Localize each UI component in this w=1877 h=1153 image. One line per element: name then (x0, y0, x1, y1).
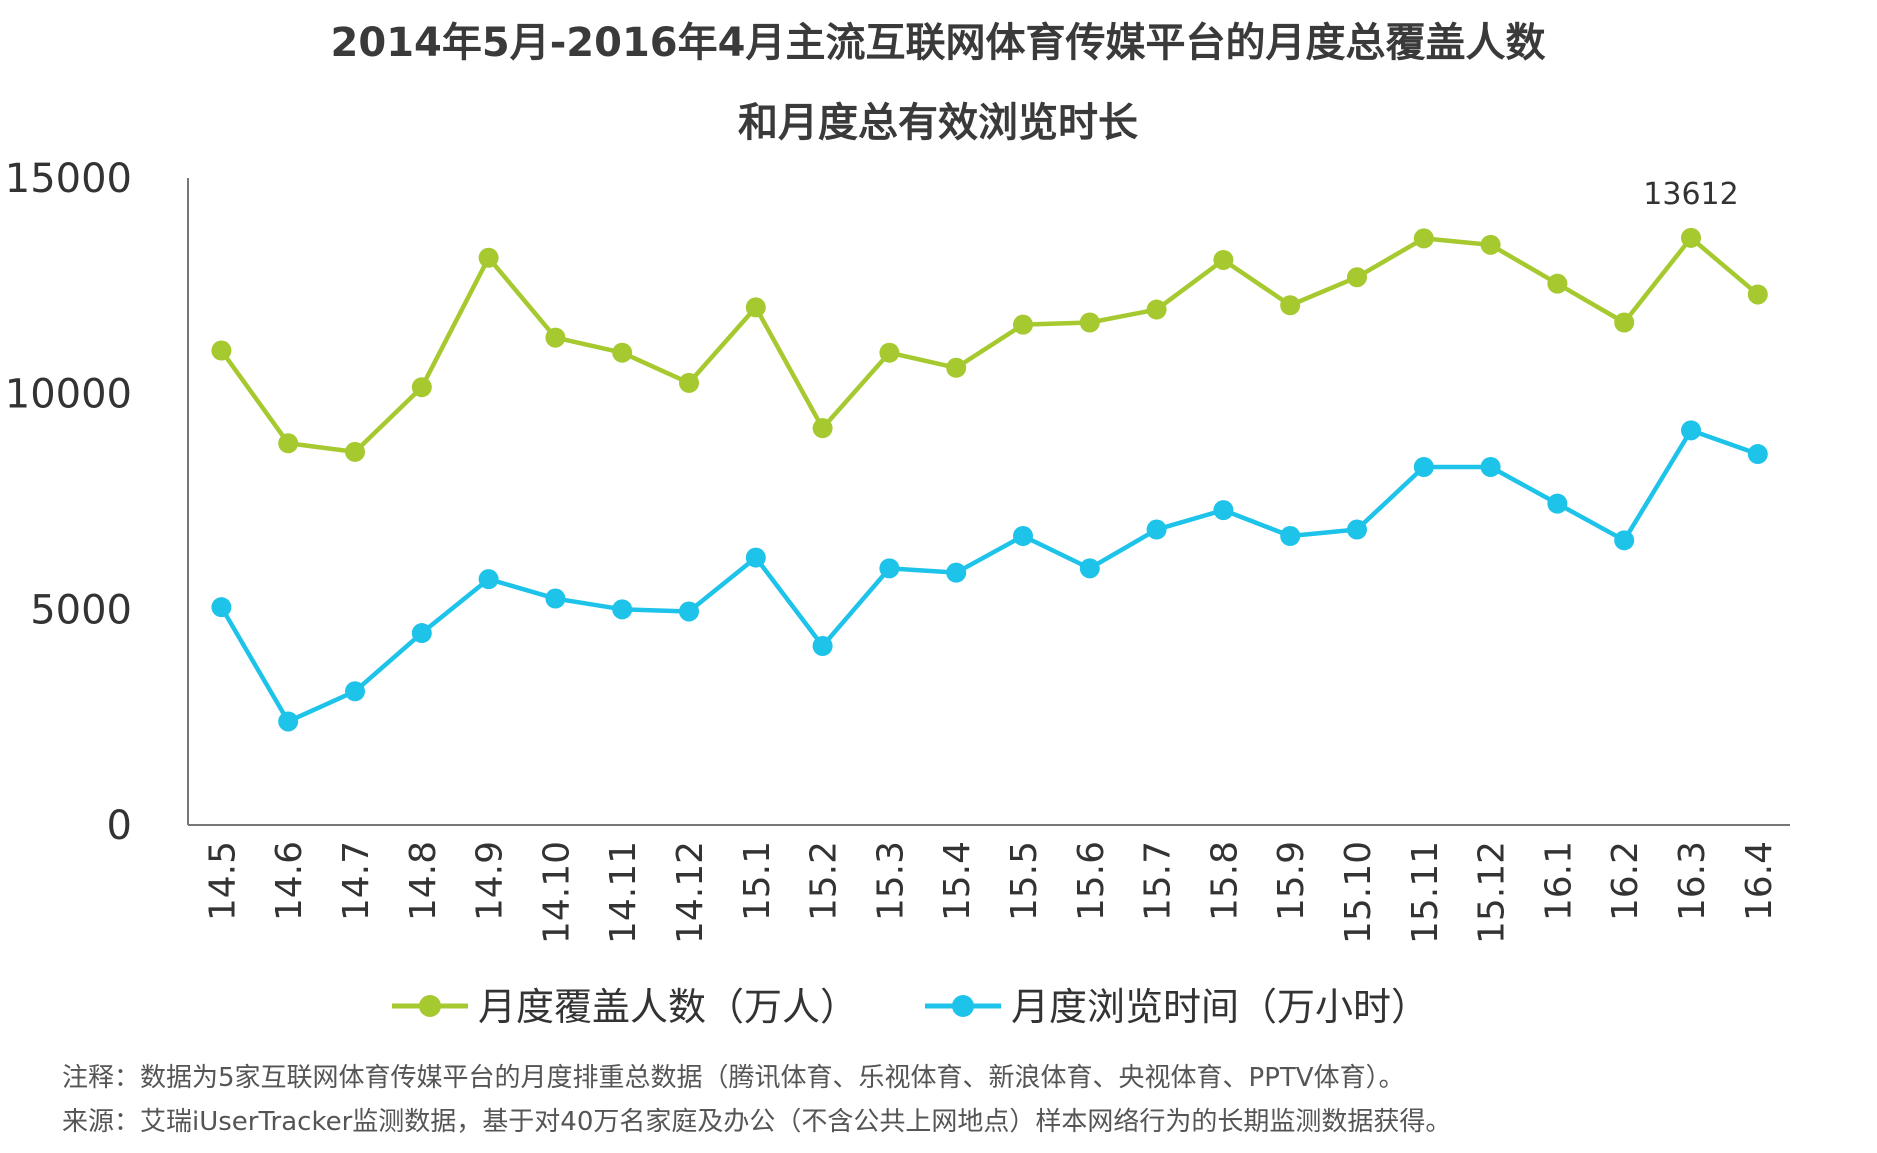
data-point (1347, 519, 1367, 540)
data-point (411, 623, 432, 644)
data-point (1213, 249, 1234, 270)
x-tick-label: 15.7 (1138, 841, 1179, 921)
data-point (679, 372, 699, 393)
data-point (1347, 267, 1367, 288)
data-point (478, 247, 499, 268)
legend-label: 月度覆盖人数（万人） (478, 985, 858, 1029)
data-point (1747, 444, 1768, 465)
legend-label: 月度浏览时间（万小时） (1011, 985, 1429, 1029)
legend-swatch-marker (419, 995, 441, 1017)
x-tick-label: 14.8 (403, 841, 444, 921)
x-tick-label: 14.7 (336, 841, 377, 921)
x-tick-label: 14.5 (202, 841, 243, 921)
data-point (211, 340, 232, 361)
x-tick-label: 14.11 (603, 841, 644, 944)
data-label: 13612 (1643, 177, 1738, 212)
footnote-note: 注释：数据为5家互联网体育传媒平台的月度排重总数据（腾讯体育、乐视体育、新浪体育… (62, 1063, 1405, 1093)
series-lines (211, 227, 1768, 732)
x-tick-label: 15.2 (804, 841, 845, 921)
footnote-source: 来源：艾瑞iUserTracker监测数据，基于对40万名家庭及办公（不含公共上… (62, 1107, 1451, 1137)
data-point (1747, 284, 1768, 305)
data-point (745, 547, 766, 568)
data-point (1547, 273, 1568, 294)
data-point (1614, 530, 1635, 551)
x-tick-label: 16.1 (1538, 841, 1579, 921)
axes: 0 5000 10000 15000 14.5 14.6 14.7 14.8 14.9 14.10… (5, 156, 1790, 944)
data-point (812, 635, 833, 656)
data-point (1013, 526, 1033, 547)
series-line (219, 235, 1760, 455)
data-point (345, 441, 365, 462)
data-point (1480, 234, 1501, 255)
data-point (879, 558, 900, 579)
x-tick-label: 15.3 (870, 841, 911, 921)
chart-title-line-2: 和月度总有效浏览时长 (738, 100, 1138, 146)
data-point (1146, 299, 1167, 320)
x-tick-label: 14.6 (269, 841, 310, 921)
y-tick-label: 0 (107, 803, 132, 849)
x-tick-label: 14.12 (670, 841, 711, 944)
x-tick-label: 14.10 (536, 841, 577, 944)
series-line (219, 428, 1759, 724)
y-tick-label: 15000 (5, 156, 132, 202)
data-point (411, 377, 432, 398)
data-point (1079, 558, 1100, 579)
x-tick-label: 15.1 (737, 841, 778, 921)
data-point (946, 357, 967, 378)
x-tick-label: 15.11 (1405, 841, 1446, 944)
x-tick-label: 15.4 (937, 841, 978, 921)
data-point (1413, 456, 1434, 477)
data-point (612, 342, 633, 363)
x-tick-label: 16.2 (1605, 841, 1646, 921)
data-point (1013, 314, 1033, 335)
data-point (1280, 295, 1301, 316)
data-point (879, 342, 900, 363)
x-tick-label: 16.4 (1739, 841, 1780, 921)
data-point (1213, 500, 1234, 521)
data-point (478, 569, 499, 590)
chart-title-line-1: 2014年5月-2016年4月主流互联网体育传媒平台的月度总覆盖人数 (331, 20, 1546, 66)
x-tick-label: 15.5 (1004, 841, 1045, 921)
data-point (545, 327, 566, 348)
data-point (1280, 526, 1301, 547)
x-tick-label: 15.8 (1204, 841, 1245, 921)
data-point (1681, 420, 1701, 441)
x-tick-label: 15.9 (1271, 841, 1312, 921)
data-point (211, 597, 232, 618)
data-point (812, 418, 833, 439)
data-point (1614, 312, 1635, 333)
data-point (278, 433, 299, 454)
data-point (278, 711, 299, 732)
x-tick-label: 16.3 (1672, 841, 1713, 921)
data-point (1681, 227, 1701, 248)
data-point (1146, 519, 1167, 540)
x-tick-label: 14.9 (470, 841, 511, 921)
data-point (679, 601, 699, 622)
data-point (1480, 456, 1501, 477)
x-tick-label: 15.12 (1472, 841, 1513, 944)
data-point (1547, 493, 1568, 514)
data-point (946, 562, 967, 583)
data-point (745, 297, 766, 318)
data-labels: 13612 (1643, 177, 1738, 212)
y-tick-label: 10000 (5, 372, 132, 418)
data-point (545, 588, 566, 609)
y-tick-label: 5000 (30, 587, 132, 633)
data-point (1079, 312, 1100, 333)
data-point (612, 599, 633, 620)
data-point (345, 681, 365, 702)
x-tick-label: 15.10 (1338, 841, 1379, 944)
legend-swatch-marker (952, 995, 974, 1017)
data-point (1413, 228, 1434, 249)
x-tick-label: 15.6 (1071, 841, 1112, 921)
legend: 月度覆盖人数（万人） 月度浏览时间（万小时） (392, 985, 1429, 1029)
